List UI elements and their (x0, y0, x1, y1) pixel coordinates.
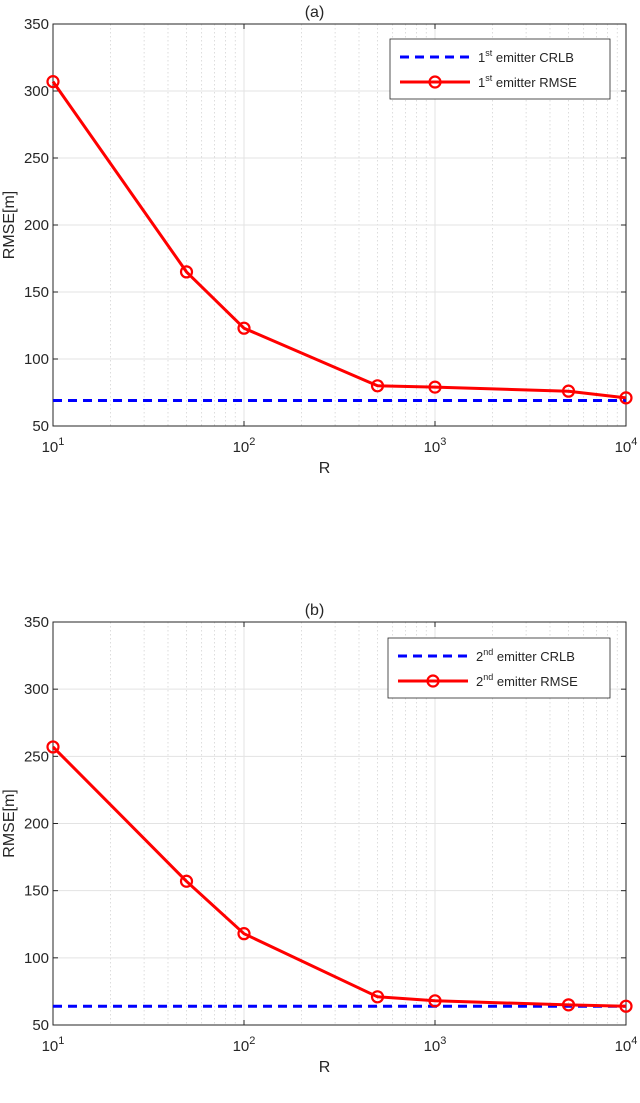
x-tick-label: 103 (424, 1035, 447, 1055)
rmse-point (370, 990, 385, 1004)
rmse-point (561, 998, 576, 1012)
legend-entry: 1st emitter RMSE (478, 73, 577, 90)
legend-marker (428, 75, 442, 89)
x-tick-label: 102 (233, 1035, 256, 1055)
rmse-point (428, 380, 442, 394)
x-tick-label: 101 (42, 1035, 65, 1055)
x-axis-label: R (319, 460, 331, 477)
y-tick-label: 50 (32, 418, 49, 435)
y-tick-label: 150 (24, 883, 49, 900)
rmse-point (428, 994, 442, 1008)
chart-title: (b) (305, 602, 325, 619)
rmse-line (51, 745, 627, 1008)
y-tick-label: 50 (32, 1017, 49, 1034)
y-tick-label: 300 (24, 83, 49, 100)
y-tick-label: 350 (24, 614, 49, 631)
rmse-series (46, 75, 633, 405)
y-axis-label: RMSE[m] (1, 789, 18, 857)
rmse-point (619, 391, 633, 405)
legend: 2nd emitter CRLB 2nd emitter RMSE (387, 637, 611, 699)
legend-marker (426, 674, 440, 688)
rmse-line (51, 80, 627, 400)
y-tick-label: 250 (24, 150, 49, 167)
rmse-point (237, 321, 251, 335)
rmse-point (179, 874, 194, 888)
y-axis-label: RMSE[m] (1, 191, 18, 259)
rmse-point (619, 999, 633, 1013)
rmse-point (370, 379, 385, 393)
x-tick-label: 104 (615, 1035, 638, 1055)
x-tick-label: 102 (233, 436, 256, 456)
legend-box (387, 637, 611, 699)
chart-a: 50 100 150 200 250 300 350 101 102 103 104 R RMSE[m]… (1, 4, 637, 477)
x-tick-label: 104 (615, 436, 638, 456)
legend-entry: 2nd emitter CRLB (476, 647, 575, 664)
rmse-point (46, 75, 60, 89)
y-tick-label: 250 (24, 748, 49, 765)
x-tick-label: 101 (42, 436, 65, 456)
rmse-point (46, 740, 60, 754)
chart-title: (a) (305, 4, 325, 21)
y-tick-label: 100 (24, 950, 49, 967)
y-tick-label: 200 (24, 816, 49, 833)
rmse-point (179, 265, 194, 279)
legend-entry: 2nd emitter RMSE (476, 672, 578, 689)
rmse-point (237, 927, 251, 941)
legend-box (389, 38, 611, 100)
y-tick-label: 200 (24, 217, 49, 234)
rmse-series (46, 740, 633, 1013)
y-tick-label: 100 (24, 351, 49, 368)
rmse-point (561, 384, 576, 398)
legend-entry: 1st emitter CRLB (478, 48, 574, 65)
y-tick-label: 150 (24, 284, 49, 301)
y-tick-label: 350 (24, 16, 49, 33)
legend: 1st emitter CRLB 1st emitter RMSE (389, 38, 611, 100)
y-tick-label: 300 (24, 681, 49, 698)
x-tick-label: 103 (424, 436, 447, 456)
chart-b: 50 100 150 200 250 300 350 101 102 103 104 R RMSE[m]… (1, 602, 637, 1076)
x-axis-label: R (319, 1059, 331, 1076)
